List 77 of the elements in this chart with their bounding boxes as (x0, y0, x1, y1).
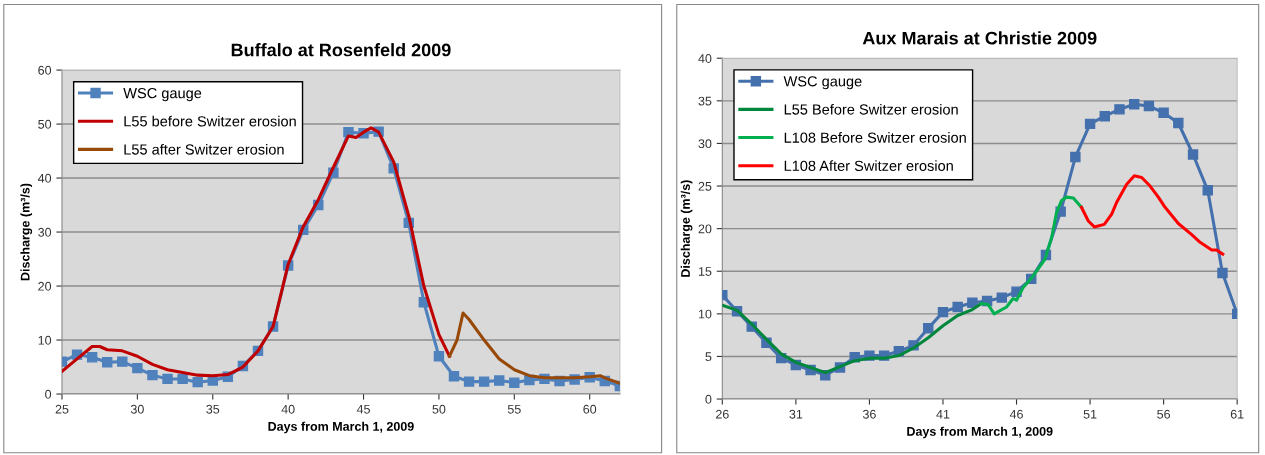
point (463, 376, 475, 387)
y-tick-label: 30 (38, 227, 52, 237)
x-tick-label: 30 (130, 404, 144, 414)
legend-label: WSC gauge (783, 76, 862, 90)
point (102, 356, 113, 368)
point (1187, 149, 1199, 160)
y-tick-label: 30 (698, 139, 712, 149)
x-axis-title: Days from March 1, 2009 (268, 421, 414, 434)
y-tick-label: 20 (698, 224, 712, 234)
chart-title: Aux Marais at Christie 2009 (862, 31, 1097, 45)
y-tick-label: 15 (698, 267, 712, 276)
x-tick-label: 31 (789, 409, 803, 419)
x-tick-label: 61 (1230, 409, 1244, 419)
y-axis-title: Discharge (m³/s) (680, 180, 693, 277)
x-tick-label: 60 (583, 404, 597, 414)
y-tick-label: 0 (705, 394, 712, 404)
x-tick-label: 25 (55, 404, 69, 414)
line-series (979, 195, 1084, 316)
line-series (1080, 174, 1225, 256)
x-tick-label: 51 (1083, 409, 1097, 419)
y-tick-label: 50 (38, 119, 52, 129)
x-tick-label: 35 (206, 404, 220, 414)
x-tick-label: 56 (1157, 409, 1171, 419)
point (117, 356, 128, 367)
y-tick-label: 40 (37, 173, 52, 183)
point (937, 306, 949, 318)
point (478, 376, 490, 387)
legend-label: L55 before Switzer erosion (124, 115, 296, 127)
point (967, 297, 978, 308)
point (1202, 185, 1213, 196)
point (509, 377, 520, 388)
y-tick-label: 0 (45, 389, 52, 399)
legend-label: L55 Before Switzer erosion (784, 103, 958, 115)
legend-label: WSC gauge (123, 87, 202, 102)
point (433, 351, 445, 362)
point (1070, 151, 1081, 163)
legend-label: L108 After Switzer erosion (784, 160, 953, 171)
point (996, 292, 1008, 303)
point (923, 323, 934, 334)
point (1114, 104, 1125, 115)
x-tick-label: 26 (715, 409, 729, 419)
legend-label: L108 Before Switzer erosion (784, 132, 966, 143)
y-tick-label: 25 (698, 181, 712, 191)
x-tick-label: 55 (507, 404, 521, 414)
y-tick-label: 10 (698, 309, 712, 319)
point (132, 362, 143, 374)
chart-title: Buffalo at Rosenfeld 2009 (231, 43, 451, 57)
y-tick-label: 10 (38, 335, 52, 345)
point (192, 376, 203, 388)
point (448, 371, 460, 382)
y-tick-label: 20 (38, 281, 52, 291)
point (147, 369, 158, 381)
point (494, 375, 505, 386)
point (1084, 118, 1096, 130)
point (177, 373, 188, 385)
point (1128, 99, 1140, 110)
x-axis-title: Days from March 1, 2009 (907, 426, 1053, 439)
y-tick-label: 35 (698, 96, 712, 106)
point (1217, 267, 1228, 279)
x-tick-label: 46 (1009, 409, 1023, 419)
legend-label: L55 after Switzer erosion (124, 143, 284, 155)
x-tick-label: 36 (862, 409, 876, 419)
point (86, 352, 98, 363)
x-tick-label: 50 (432, 404, 446, 414)
point (952, 301, 963, 313)
point (1099, 110, 1110, 122)
point (162, 373, 173, 385)
y-tick-label: 40 (698, 54, 712, 63)
x-tick-label: 41 (936, 409, 950, 419)
x-tick-label: 45 (356, 404, 370, 414)
point (1158, 107, 1169, 118)
y-tick-label: 5 (705, 352, 712, 362)
point (1173, 117, 1184, 129)
y-axis-title: Discharge (m³/s) (20, 183, 33, 281)
y-tick-label: 60 (38, 65, 52, 75)
point (1143, 100, 1155, 112)
x-tick-label: 40 (281, 404, 295, 414)
